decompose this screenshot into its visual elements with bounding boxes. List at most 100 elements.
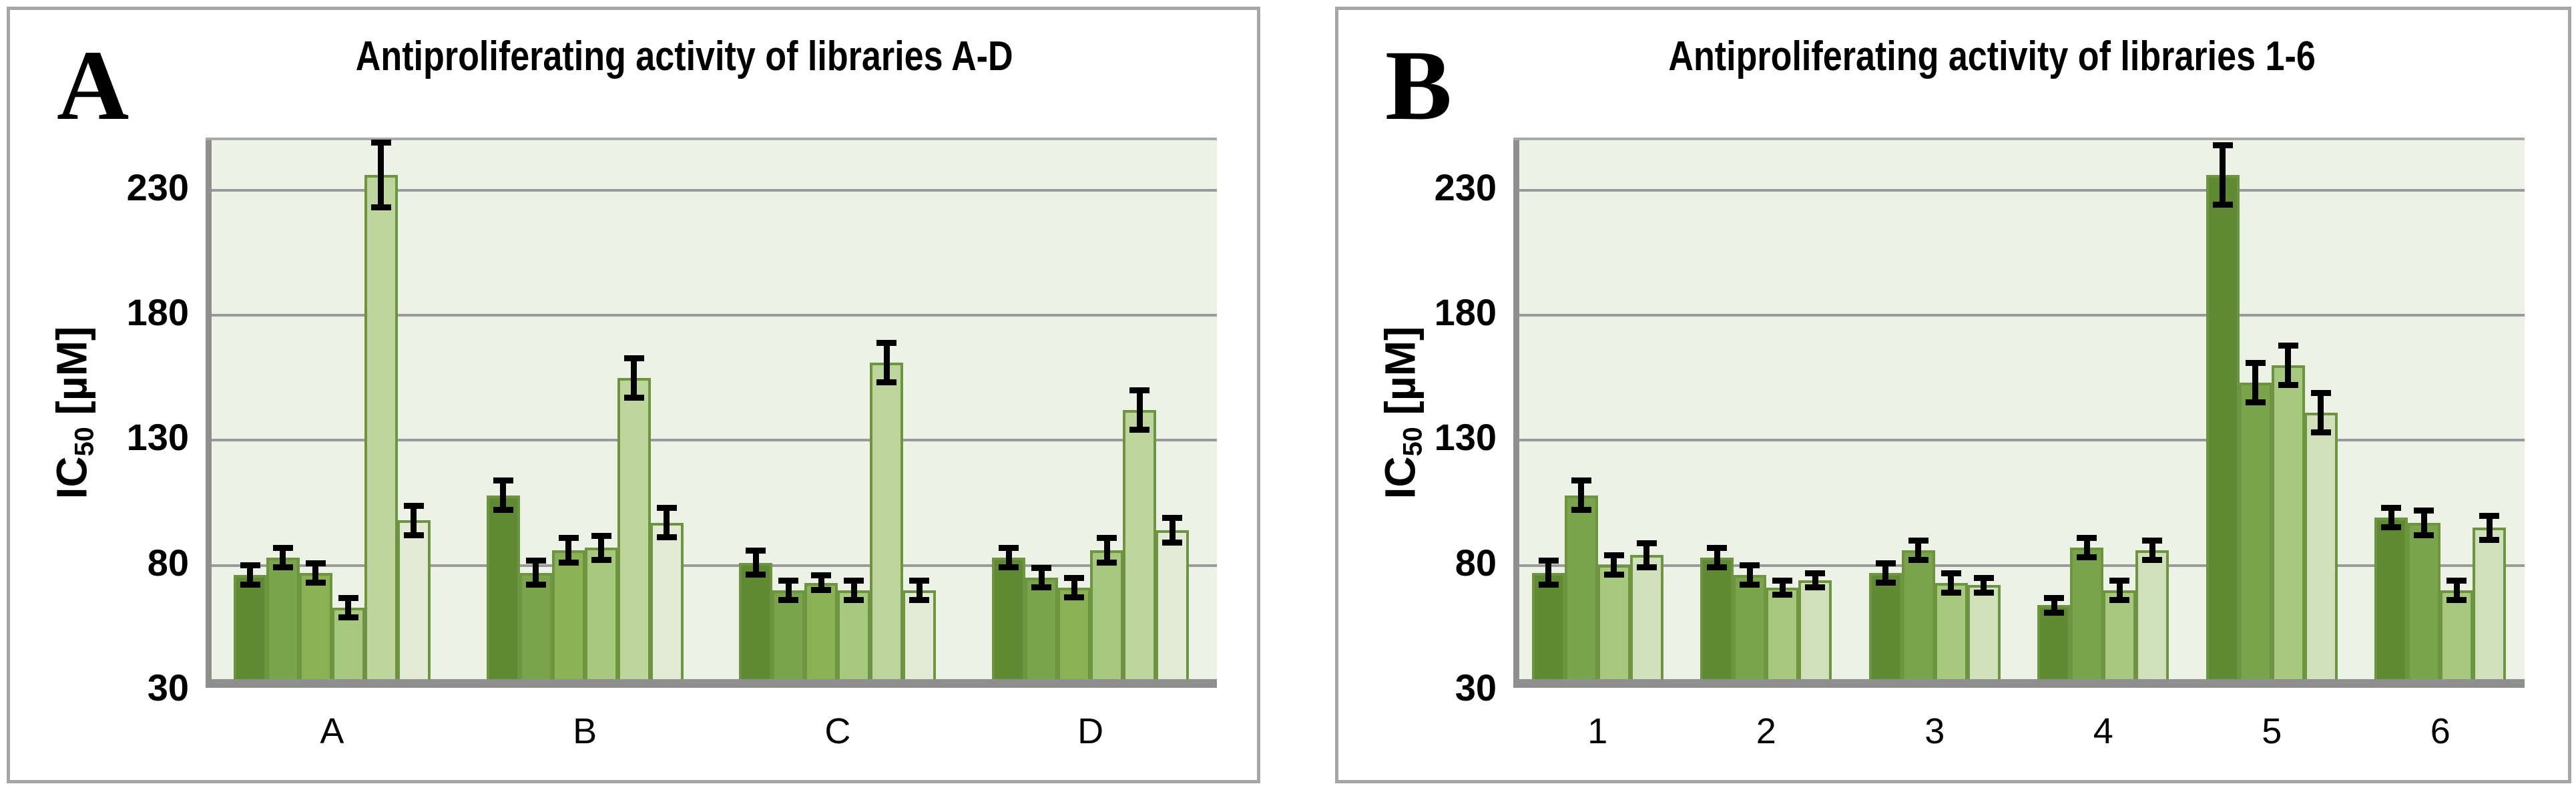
error-bar-line [1071,578,1077,598]
bar [1798,580,1832,688]
error-bar-cap-bottom [558,559,579,566]
error-bar-line [280,548,286,568]
error-bar-line [2318,393,2324,433]
error-bar-cap-top [493,477,513,484]
bar [364,175,398,688]
y-tick-label: 80 [1455,541,1497,584]
bar [804,582,838,688]
error-bar-line [883,343,890,383]
error-bar-cap-bottom [778,596,799,603]
error-bar-cap-bottom [1129,427,1150,433]
error-bar-cap-bottom [1941,589,1961,596]
error-bar-cap-bottom [591,556,611,563]
error-bar-cap-top [623,355,644,361]
y-tick-label: 30 [147,666,189,709]
error-bar-line [1136,390,1143,431]
bar [772,590,806,688]
bar [266,558,300,688]
error-bar-cap-top [909,577,930,584]
y-label-suffix: [µM] [47,326,96,427]
bar [2206,175,2240,688]
error-bar-cap-bottom [1031,584,1052,591]
error-bar-line [1545,560,1552,586]
error-bar-cap-top [2414,508,2434,514]
x-category-label: B [573,711,597,751]
error-bar-cap-top [1805,570,1826,576]
y-axis-line [206,140,212,688]
error-bar-line [533,560,539,586]
error-bar-line [1981,578,1987,593]
error-bar-line [2420,510,2427,536]
error-bar-cap-top [2077,535,2097,542]
error-bar-cap-bottom [811,586,832,593]
error-bar-cap-bottom [370,204,391,210]
x-category-label: C [824,711,851,751]
gridline-230 [206,188,1217,192]
bar [903,590,937,688]
error-bar-cap-top [2245,360,2266,367]
y-tick-label: 180 [126,291,189,334]
error-bar-cap-bottom [2278,381,2298,388]
error-bar-line [565,538,572,563]
error-bar-line [1005,548,1012,568]
error-bar-cap-bottom [1875,579,1896,586]
error-bar-cap-top [2446,577,2467,584]
error-bar-line [2252,363,2259,403]
error-bar-line [1714,548,1720,568]
error-bar-line [1779,580,1786,596]
error-bar-line [916,580,923,600]
bar [617,377,651,688]
bar [1155,530,1190,688]
bar [1766,588,1800,688]
bar [584,548,618,688]
error-bar-line [2220,145,2226,206]
error-bar-cap-top [2278,342,2298,349]
error-bar-cap-bottom [746,572,766,578]
gridline-80 [1513,564,2525,567]
y-tick-label: 230 [1434,166,1497,208]
error-bar-cap-bottom [2479,537,2500,544]
bar [837,590,871,688]
error-bar-line [752,550,759,576]
bar [1934,582,1968,688]
error-bar-cap-bottom [2414,532,2434,538]
error-bar-line [2051,598,2057,613]
bar [1090,550,1124,688]
bar [397,520,431,688]
gridline-230 [1513,188,2525,192]
bar [2407,522,2441,688]
error-bar-line [1882,562,1889,583]
bar [233,575,267,688]
error-bar-cap-bottom [2109,596,2130,603]
x-category-label: 6 [2430,711,2451,751]
error-bar-cap-top [1740,562,1760,569]
error-bar-cap-bottom [623,394,644,401]
error-bar-line [2116,580,2123,600]
bar [1057,588,1091,688]
error-bar-cap-top [240,562,260,569]
error-bar-cap-top [876,340,897,347]
gridline-180 [1513,314,2525,317]
error-bar-line [1915,540,1922,560]
error-bar-line [2285,345,2292,385]
error-bar-cap-top [2212,142,2233,149]
y-tick-label: 80 [147,541,189,584]
error-bar-cap-top [811,572,832,579]
bar [2374,518,2408,688]
error-bar-cap-bottom [2212,202,2233,208]
panel-b-y-axis-label: IC50 [µM] [1376,327,1429,500]
panel-a-title-text: Antiproliferating activity of libraries … [356,33,1013,79]
bar [2037,605,2071,688]
error-bar-line [312,562,319,583]
error-bar-cap-top [1031,565,1052,572]
bar [1733,575,1767,688]
error-bar-cap-bottom [1603,572,1624,578]
error-bar-cap-top [2381,505,2402,512]
error-bar-cap-bottom [525,582,546,588]
y-axis-line [1513,140,1519,688]
error-bar-cap-top [1538,557,1559,564]
error-bar-cap-bottom [2381,524,2402,531]
bar [486,495,520,688]
error-bar-cap-bottom [1740,582,1760,588]
error-bar-cap-top [1875,560,1896,566]
